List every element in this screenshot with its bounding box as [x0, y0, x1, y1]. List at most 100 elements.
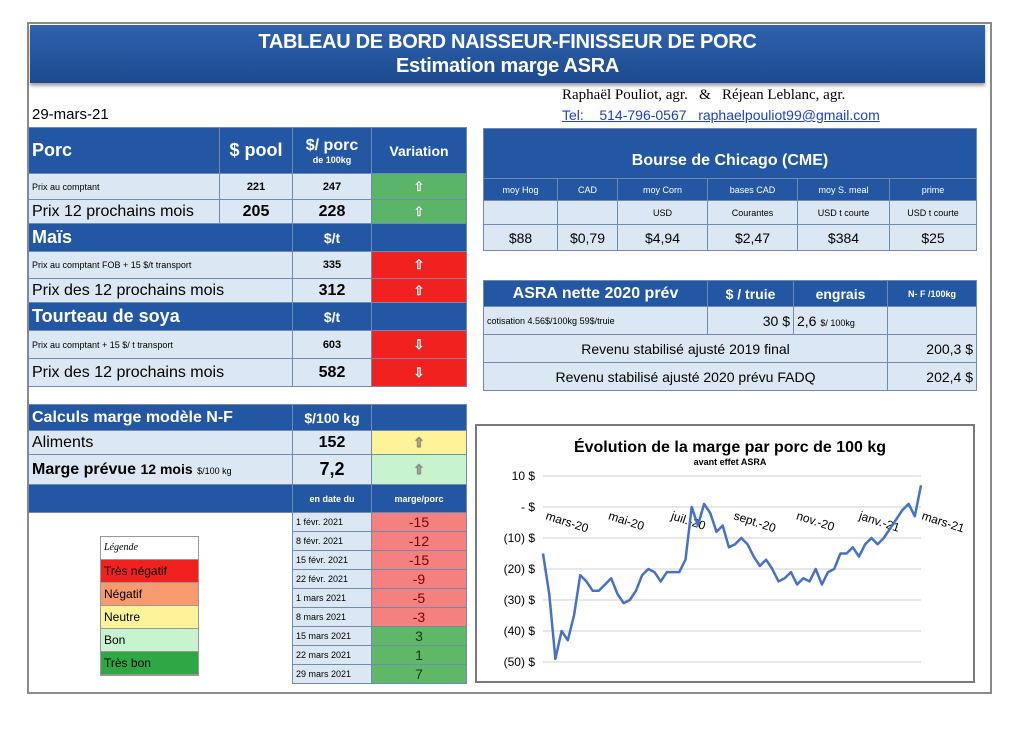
history-row: 22 févr. 2021 -9 [28, 569, 467, 589]
cme-value: $88 [483, 224, 558, 251]
cme-header: Bourse de Chicago (CME) [482, 128, 978, 179]
variation-cell: ⇧ [371, 430, 467, 455]
history-marge-header: marge/porc [371, 484, 467, 513]
history-value: -12 [371, 531, 467, 551]
title-banner: TABLEAU DE BORD NAISSEUR-FINISSEUR DE PO… [30, 25, 985, 83]
mais-header: Maïs [28, 223, 293, 252]
history-row: 1 mars 2021 -5 [28, 588, 467, 608]
history-value: 3 [371, 626, 467, 646]
y-tick-label: (50) $ [504, 655, 536, 669]
arrow-down-icon: ⇩ [413, 336, 425, 352]
contact-link[interactable]: Tel: 514-796-0567 raphaelpouliot99@gmail… [562, 107, 880, 123]
y-tick-label: (30) $ [504, 593, 536, 607]
margin-chart: Évolution de la marge par porc de 100 kg… [475, 424, 975, 683]
y-tick-label: (20) $ [504, 562, 536, 576]
arrow-up-icon: ⇧ [413, 282, 425, 298]
cotisation-truie: 30 $ [707, 306, 794, 335]
history-value: -15 [371, 550, 467, 570]
mais-row-label: Prix des 12 prochains mois [28, 278, 293, 303]
mais-row-label: Prix au comptant FOB + 15 $/t transport [28, 251, 293, 279]
revenu-2019-value: 200,3 $ [887, 334, 977, 363]
revenu-2020-label: Revenu stabilisé ajusté 2020 prévu FADQ [483, 362, 888, 391]
variation-cell: ⇧ [371, 278, 467, 303]
authors: Raphaël Pouliot, agr. & Réjean Leblanc, … [562, 87, 846, 103]
legend-item: Très négatif [101, 560, 198, 583]
margin-chart-svg: Évolution de la marge par porc de 100 kg… [504, 437, 967, 669]
history-date: 22 mars 2021 [292, 645, 372, 665]
revenu-2020-value: 202,4 $ [887, 362, 977, 391]
legend-item: Très bon [101, 652, 198, 675]
porc-row-label: Prix 12 prochains mois [28, 199, 220, 224]
porc-row-value: 228 [292, 199, 372, 224]
arrow-up-icon: ⇧ [413, 203, 425, 219]
variation-cell: ⇧ [371, 251, 467, 279]
cme-table: Bourse de Chicago (CME) moy Hog CAD moy Co… [482, 128, 978, 251]
soya-row-label: Prix des 12 prochains mois [28, 358, 293, 387]
history-row: 29 mars 2021 7 [28, 664, 467, 684]
cotisation-blank [887, 306, 977, 335]
cme-col-sub: USD t courte [797, 200, 890, 225]
history-date-header: en date du [292, 484, 372, 513]
history-spacer [28, 512, 293, 532]
marge-value: 7,2 [292, 454, 372, 485]
soya-row-value: 603 [292, 330, 372, 359]
marge-label: Marge prévue [32, 460, 137, 478]
cme-col-header: prime [888, 178, 978, 201]
soya-header-blank [371, 302, 467, 331]
asra-nf-header: N- F /100kg [887, 280, 977, 307]
history-row: 8 mars 2021 -3 [28, 607, 467, 627]
cme-col-header: moy Hog [483, 178, 558, 201]
cme-col-header: moy S. meal [797, 178, 890, 201]
mais-row-value: 312 [292, 278, 372, 303]
history-date: 15 mars 2021 [292, 626, 372, 646]
mais-row-value: 335 [292, 251, 372, 279]
report-date: 29-mars-21 [32, 106, 109, 123]
calc-header-blank [371, 404, 467, 431]
mais-unit: $/t [292, 223, 372, 252]
history-row: 22 mars 2021 1 [28, 645, 467, 665]
variation-cell: ⇧ [371, 173, 467, 200]
calc-header: Calculs marge modèle N-F [28, 404, 293, 431]
cme-value: $0,79 [557, 224, 618, 251]
asra-engrais-header: engrais [793, 280, 888, 307]
asra-header: ASRA nette 2020 prév [483, 280, 708, 307]
arrow-down-icon: ⇩ [413, 364, 425, 380]
calc-table: Calculs marge modèle N-F $/100 kg Alimen… [28, 404, 467, 684]
cme-col-header: bases CAD [707, 178, 798, 201]
y-tick-label: 10 $ [512, 469, 536, 483]
cme-col-header: moy Corn [617, 178, 708, 201]
variation-cell: ⇩ [371, 358, 467, 387]
porc-col-header: $/ porc de 100kg [292, 127, 372, 174]
arrow-up-icon: ⇧ [413, 461, 425, 477]
x-tick-label: nov.-20 [795, 509, 837, 535]
price-table: Porc $ pool $/ porc de 100kg Variation Pr… [28, 127, 467, 387]
cme-value: $4,94 [617, 224, 708, 251]
soya-row-label: Prix au comptant + 15 $/ t transport [28, 330, 293, 359]
history-header-blank [28, 484, 293, 513]
x-tick-label: mars-21 [920, 509, 966, 536]
cme-value: $384 [797, 224, 890, 251]
history-value: -15 [371, 512, 467, 532]
cotisation-engrais: 2,6 [797, 312, 817, 329]
legend-item: Bon [101, 629, 198, 652]
cotisation-engrais-unit: $/ 100kg [820, 317, 855, 328]
marge-label-cell: Marge prévue 12 mois $/100 kg [28, 454, 293, 485]
marge-series-line [541, 485, 923, 661]
legend-item: Neutre [101, 606, 198, 629]
soya-row-value: 582 [292, 358, 372, 387]
soya-header: Tourteau de soya [28, 302, 293, 331]
cme-col-sub: Courantes [707, 200, 798, 225]
porc-row-label: Prix au comptant [28, 173, 220, 200]
x-tick-label: mars-20 [544, 509, 590, 536]
history-value: -9 [371, 569, 467, 589]
history-value: 7 [371, 664, 467, 684]
arrow-up-icon: ⇧ [413, 178, 425, 194]
porc-row-pool: 221 [219, 173, 293, 200]
marge-sub: 12 mois [140, 460, 193, 477]
porc-header: Porc [28, 127, 220, 174]
aliments-label: Aliments [28, 430, 293, 455]
variation-cell: ⇧ [371, 199, 467, 224]
aliments-value: 152 [292, 430, 372, 455]
calc-unit: $/100 kg [292, 404, 372, 431]
chart-subtitle: avant effet ASRA [694, 457, 767, 467]
